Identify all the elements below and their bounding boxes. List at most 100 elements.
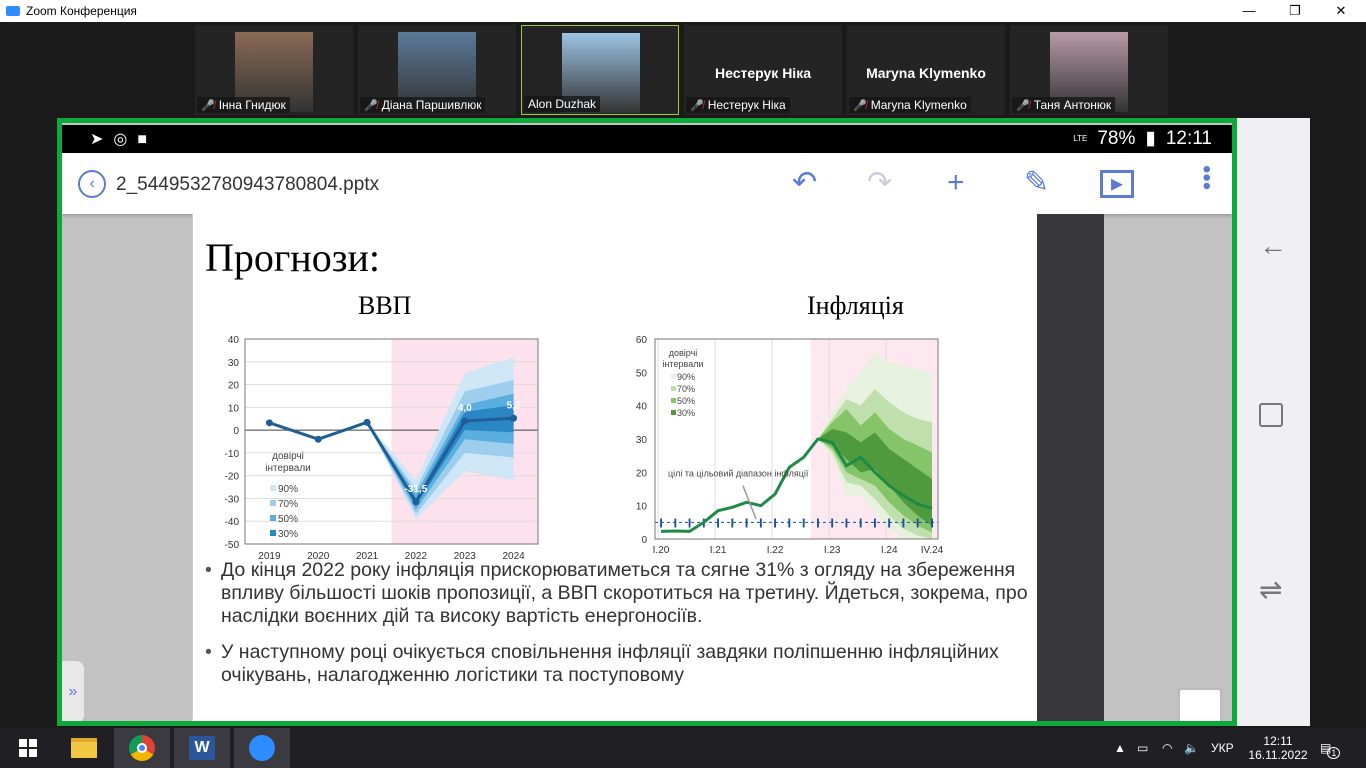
back-nav-icon[interactable]: ← bbox=[1259, 230, 1287, 261]
window-title: Zoom Конференция bbox=[26, 4, 137, 18]
show-hidden-icons[interactable]: ▲ bbox=[1114, 741, 1126, 755]
y-tick-label: 20 bbox=[636, 468, 648, 479]
y-tick-label: -50 bbox=[225, 540, 240, 551]
zoom-taskbar-icon[interactable] bbox=[234, 728, 290, 768]
muted-mic-icon: 🎤̸ bbox=[690, 99, 704, 112]
y-tick-label: 0 bbox=[233, 426, 239, 437]
legend-swatch bbox=[270, 500, 276, 506]
inflation-chart-title: Інфляція bbox=[807, 291, 904, 320]
data-point bbox=[510, 414, 518, 422]
data-point bbox=[461, 417, 469, 425]
language-indicator[interactable]: УКР bbox=[1211, 741, 1234, 755]
expand-panel-button[interactable]: » bbox=[62, 661, 84, 721]
bullet-item: У наступному році очікується сповільненн… bbox=[203, 641, 1033, 687]
participant-name: Інна Гнидюк bbox=[218, 98, 286, 112]
participant-tile[interactable]: Нестерук Ніка 🎤̸ Нестерук Ніка bbox=[684, 25, 842, 115]
y-tick-label: 30 bbox=[636, 435, 648, 446]
target-range-marker: I bbox=[802, 515, 806, 530]
y-tick-label: -30 bbox=[225, 494, 240, 505]
y-tick-label: 40 bbox=[228, 335, 240, 346]
clock-time: 12:11 bbox=[1263, 734, 1293, 748]
participant-name: Нестерук Ніка bbox=[707, 98, 786, 112]
participant-display-name: Maryna Klymenko bbox=[866, 65, 986, 81]
muted-mic-icon: 🎤̸ bbox=[1016, 99, 1030, 112]
participant-name-label: 🎤̸ Таня Антонюк bbox=[1012, 97, 1116, 113]
participant-display-name: Нестерук Ніка bbox=[715, 65, 811, 81]
more-icon[interactable]: ••• bbox=[1193, 165, 1220, 191]
target-range-marker: I bbox=[816, 515, 820, 530]
close-button[interactable]: ✕ bbox=[1335, 3, 1347, 18]
notifications-icon[interactable]: ▤ 1 bbox=[1320, 728, 1341, 768]
legend-label: 70% bbox=[677, 384, 695, 394]
plot-frame bbox=[244, 338, 539, 545]
x-tick-label: I.23 bbox=[824, 545, 841, 556]
legend-swatch bbox=[671, 374, 676, 379]
participant-tile[interactable]: Maryna Klymenko 🎤̸ Maryna Klymenko bbox=[847, 25, 1005, 115]
notes-icon[interactable] bbox=[1178, 688, 1222, 721]
overview-icon[interactable]: ⇌ bbox=[1259, 574, 1283, 605]
clock[interactable]: 12:11 16.11.2022 bbox=[1246, 728, 1310, 768]
minimize-button[interactable]: — bbox=[1242, 3, 1256, 18]
gdp-line bbox=[268, 416, 514, 505]
participant-tile[interactable]: 🎤̸ Таня Антонюк bbox=[1010, 25, 1168, 115]
recents-icon[interactable] bbox=[1259, 403, 1283, 427]
muted-mic-icon: 🎤̸ bbox=[364, 99, 378, 112]
notification-icons: ➤◎■ bbox=[90, 131, 158, 148]
android-nav-bar: ← ⇌ bbox=[1237, 118, 1310, 726]
participant-tile[interactable]: 🎤̸ Діана Паршивлюк bbox=[358, 25, 516, 115]
slide-margin bbox=[1037, 214, 1104, 721]
y-tick-label: 10 bbox=[228, 403, 240, 414]
x-tick-label: 2021 bbox=[356, 551, 379, 559]
muted-mic-icon: 🎤̸ bbox=[201, 99, 215, 112]
x-tick-label: 2019 bbox=[258, 551, 281, 559]
y-tick-label: 50 bbox=[636, 368, 648, 379]
participant-name-label: Alon Duzhak bbox=[524, 96, 601, 112]
data-point bbox=[363, 418, 371, 426]
legend-label: 50% bbox=[677, 396, 695, 406]
y-tick-label: 0 bbox=[641, 535, 647, 546]
undo-icon[interactable]: ↶ bbox=[792, 166, 818, 199]
legend-label: 30% bbox=[278, 529, 298, 540]
annotation: цілі та цільовий діапазон інфляції bbox=[668, 468, 809, 478]
volume-icon[interactable]: 🔈 bbox=[1184, 741, 1199, 755]
file-explorer-icon[interactable] bbox=[56, 728, 112, 768]
phone-status-bar: ➤◎■ LTE 78% ▮ 12:11 bbox=[62, 125, 1232, 153]
target-range-marker: I bbox=[930, 515, 934, 530]
participant-tile[interactable]: 🎤̸ Інна Гнидюк bbox=[195, 25, 353, 115]
legend-swatch bbox=[270, 485, 276, 491]
redo-icon[interactable]: ↷ bbox=[867, 166, 893, 199]
annotation-arrow bbox=[742, 485, 757, 520]
x-tick-label: 2023 bbox=[454, 551, 477, 559]
notification-count: 1 bbox=[1327, 747, 1341, 759]
edit-icon[interactable]: ✎ bbox=[1024, 166, 1050, 199]
maximize-button[interactable]: ❐ bbox=[1289, 3, 1301, 18]
legend-label: 90% bbox=[278, 484, 298, 495]
start-button[interactable] bbox=[0, 728, 56, 768]
target-range-marker: I bbox=[759, 515, 763, 530]
target-range-marker: I bbox=[916, 515, 920, 530]
add-icon[interactable]: + bbox=[947, 166, 965, 199]
shared-screen: ➤◎■ LTE 78% ▮ 12:11 ‹ 2_5449532780943780… bbox=[57, 118, 1237, 726]
y-tick-label: 20 bbox=[228, 381, 240, 392]
target-range-marker: I bbox=[659, 515, 663, 530]
target-range-marker: I bbox=[731, 515, 735, 530]
target-range-marker: I bbox=[745, 515, 749, 530]
back-button[interactable]: ‹ bbox=[78, 170, 106, 198]
word-icon[interactable]: W bbox=[174, 728, 230, 768]
chrome-icon[interactable] bbox=[114, 728, 170, 768]
target-range-marker: I bbox=[830, 515, 834, 530]
plot-frame bbox=[654, 338, 939, 540]
data-label: 4,0 bbox=[458, 403, 472, 414]
legend-title: довірчі bbox=[272, 451, 304, 462]
target-range-marker: I bbox=[688, 515, 692, 530]
x-tick-label: 2022 bbox=[405, 551, 428, 559]
battery-tray-icon[interactable]: ▭ bbox=[1137, 741, 1149, 755]
participant-name-label: 🎤̸ Діана Паршивлюк bbox=[360, 97, 486, 113]
wifi-icon[interactable]: ◠ bbox=[1162, 741, 1173, 755]
target-range-marker: I bbox=[902, 515, 906, 530]
gdp-chart-title: ВВП bbox=[358, 291, 412, 320]
play-icon[interactable]: ▸ bbox=[1100, 170, 1134, 198]
signal-icon: LTE bbox=[1073, 134, 1088, 143]
participant-tile[interactable]: Alon Duzhak bbox=[521, 25, 679, 115]
x-tick-label: I.21 bbox=[710, 545, 727, 556]
